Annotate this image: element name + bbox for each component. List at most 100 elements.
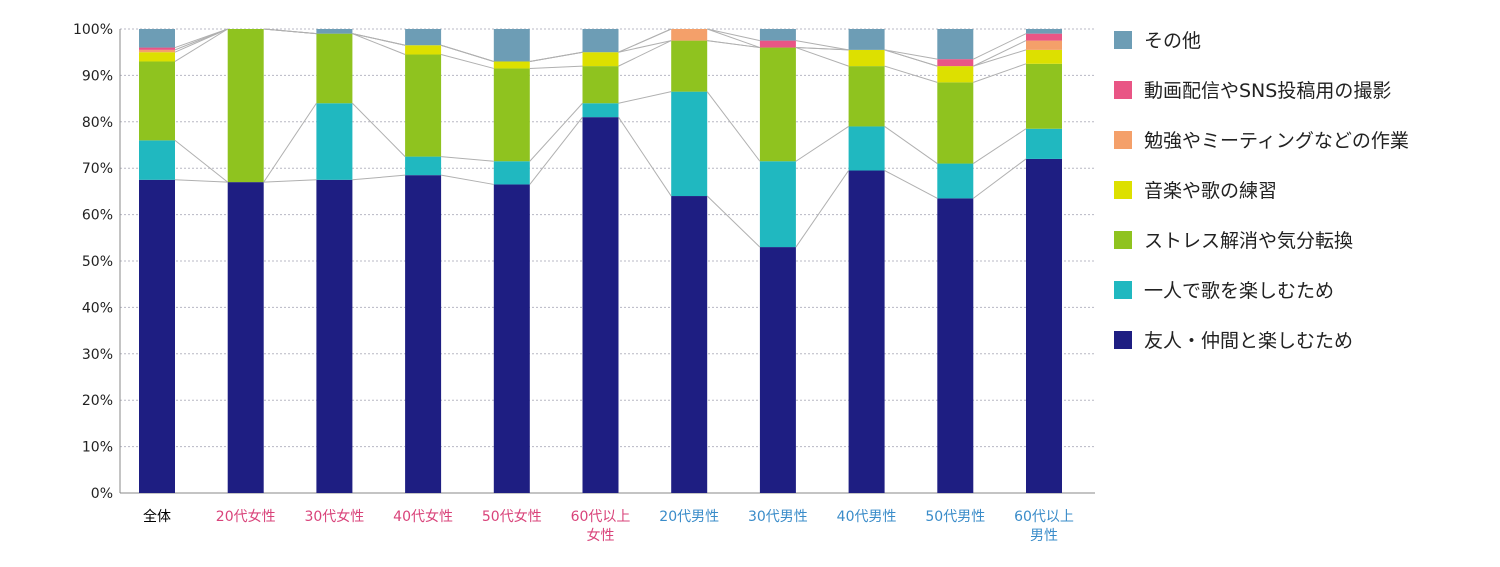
connector-line [618,28,672,53]
x-tick-label: 女性 [587,527,615,544]
connector-line [529,116,583,185]
connector-line [529,102,583,162]
bar-segment [848,170,885,493]
legend-swatch [1114,131,1132,149]
bar-segment [759,161,796,248]
y-tick-label: 100% [73,22,113,38]
bar-segment [582,29,619,53]
bar-segment [937,198,974,494]
bar-segment [316,33,353,104]
connector-line [707,28,761,49]
legend-label: その他 [1144,30,1202,52]
bar-segment [759,47,796,162]
y-tick-label: 30% [82,347,113,363]
x-tick-label: 60代以上 [1014,509,1074,525]
bar-segment [848,29,885,50]
bar-segment [493,61,530,69]
legend-label: 勉強やミーティングなどの作業 [1144,130,1409,152]
x-tick-label: 30代男性 [748,509,808,525]
bar-segment [1026,49,1062,64]
connector-line [352,102,406,157]
bar-segment [582,103,619,118]
legend-swatch [1114,81,1132,99]
connector-line [174,179,228,183]
connector-line [706,91,761,162]
connector-line [174,28,228,62]
x-tick-label: 50代女性 [482,508,542,525]
x-tick-label: 20代男性 [659,509,719,525]
y-tick-label: 80% [82,115,113,131]
connector-line [529,51,583,62]
bar-segment [759,247,796,493]
bar-segment [848,66,885,127]
legend-label: 一人で歌を楽しむため [1144,280,1335,302]
bar-segment [405,156,442,176]
bar-segment [937,82,974,164]
bar-segment [671,196,708,494]
connector-line [973,128,1027,164]
x-tick-label: 30代女性 [304,508,364,525]
y-tick-label: 40% [82,300,113,316]
legend-swatch [1114,231,1132,249]
connector-line [795,170,850,248]
bar-segment [937,59,974,67]
bar-segment [848,126,885,171]
connector-line [618,40,672,53]
connector-line [441,174,494,185]
bar-segment [139,61,175,141]
x-tick-label: 40代女性 [393,508,453,525]
bar-segment [759,29,796,41]
bar-segment [759,40,796,48]
bars [139,29,1062,494]
connector-line [884,126,938,164]
bar-segment [1026,29,1062,34]
connector-line [884,65,938,83]
x-tick-label: 60代以上 [571,509,631,525]
bar-segment [1026,40,1062,50]
connector-line [884,170,938,199]
connector-line [707,28,761,42]
connector-line [529,65,583,69]
bar-segment [493,68,530,162]
bar-segment [582,52,619,67]
connector-line [352,33,406,55]
connector-line [884,49,938,67]
bar-segment [937,66,974,83]
legend-swatch [1114,331,1132,349]
bar-segment [671,91,708,197]
connector-line [440,44,494,62]
bar-segment [937,29,974,60]
bar-segment [671,40,708,92]
bar-segment [405,29,442,46]
connector-line [973,40,1027,67]
bar-segment [139,49,175,53]
bar-segment [582,117,619,493]
connector-line [973,158,1027,199]
y-tick-label: 0% [91,486,113,502]
x-tick-label: 男性 [1030,528,1058,544]
connector-line [174,28,228,49]
connector-line [795,126,849,162]
connector-line [973,33,1027,60]
bar-segment [405,175,442,493]
connector-line [441,156,494,162]
connector-line [795,40,849,51]
bar-segment [582,66,619,104]
connector-line [263,28,317,35]
x-tick-label: 40代男性 [837,509,897,525]
legend-swatch [1114,31,1132,49]
legend-swatch [1114,281,1132,299]
y-tick-label: 10% [82,440,113,456]
connector-line [795,47,849,51]
y-tick-label: 20% [82,393,113,409]
connector-line [174,139,229,183]
connector-line [707,40,760,49]
connector-lines [174,28,1027,248]
y-tick-label: 50% [82,254,113,270]
bar-segment [1026,158,1062,494]
bar-segment [316,179,353,494]
y-tick-label: 70% [82,161,113,177]
connector-line [352,33,406,46]
